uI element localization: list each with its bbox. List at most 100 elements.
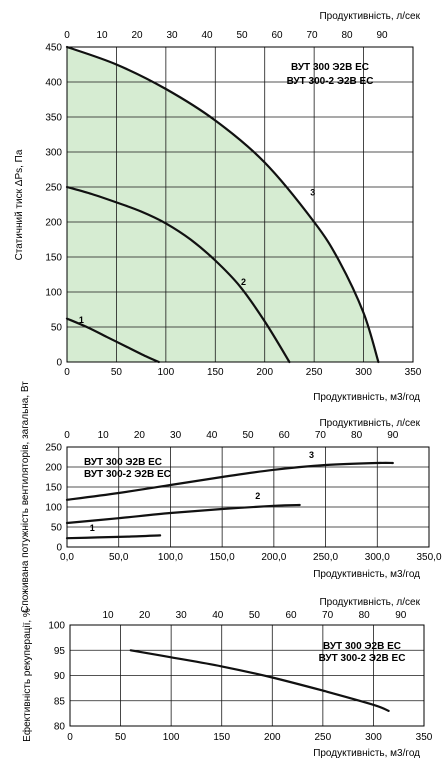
series-line — [65, 534, 162, 540]
chart3-y-ticks: 80 85 90 95 100 — [48, 621, 65, 733]
top-tick-label: 70 — [315, 430, 327, 441]
top-tick-label: 20 — [139, 610, 151, 621]
chart2-y-ticks: 0 50 100 150 200 250 — [45, 443, 62, 554]
chart3-top-ticks: 10 20 30 40 50 60 70 80 90 — [102, 610, 406, 621]
chart2-plot-frame — [66, 446, 430, 548]
chart1-series: 1 2 3 — [65, 45, 380, 364]
top-tick-label: 40 — [201, 30, 213, 41]
chart1-shaded-area — [67, 47, 379, 362]
series-line — [65, 317, 160, 364]
chart1-plot-frame — [66, 46, 414, 363]
y-tick-label: 100 — [45, 503, 62, 514]
top-tick-label: 70 — [322, 610, 334, 621]
y-tick-label: 0 — [56, 543, 62, 554]
series-line — [129, 649, 390, 712]
chart1-top-ticks: 0 10 20 30 40 50 60 70 80 90 — [64, 30, 388, 41]
chart3-top-axis-label: Продуктивність, л/сек — [319, 597, 420, 608]
chart1-x-axis-label: Продуктивність, м3/год — [313, 392, 420, 403]
x-tick-label: 250 — [315, 732, 332, 743]
top-tick-label: 90 — [395, 610, 407, 621]
y-tick-label: 95 — [54, 646, 66, 657]
x-tick-label: 150 — [207, 367, 224, 378]
x-tick-label: 150,0 — [210, 552, 235, 563]
x-tick-label: 100 — [163, 732, 180, 743]
x-tick-label: 200 — [264, 732, 281, 743]
chart2-y-axis-label: Споживана потужність вентиляторів, загал… — [20, 381, 31, 613]
top-tick-label: 10 — [98, 430, 110, 441]
top-tick-label: 60 — [285, 610, 297, 621]
top-tick-label: 10 — [96, 30, 108, 41]
chart3-model-2: ВУТ 300-2 Э2В ЕС — [319, 653, 406, 664]
top-tick-label: 60 — [271, 30, 283, 41]
series-label: 2 — [255, 491, 260, 501]
top-tick-label: 0 — [64, 430, 70, 441]
y-tick-label: 250 — [45, 183, 62, 194]
top-tick-label: 80 — [351, 430, 363, 441]
y-tick-label: 150 — [45, 483, 62, 494]
pressure-chart: Продуктивність, л/сек 0 10 20 30 40 50 60 70 80 9… — [14, 11, 422, 403]
top-tick-label: 10 — [102, 610, 114, 621]
x-tick-label: 0 — [67, 732, 73, 743]
top-tick-label: 30 — [166, 30, 178, 41]
series-label: 2 — [241, 277, 246, 287]
chart2-top-ticks: 0 10 20 30 40 50 60 70 80 90 — [64, 430, 399, 441]
top-tick-label: 80 — [341, 30, 353, 41]
x-tick-label: 0,0 — [60, 552, 74, 563]
y-tick-label: 300 — [45, 148, 62, 159]
chart2-x-ticks: 0,0 50,0 100,0 150,0 200,0 250,0 300,0 350,0 — [60, 552, 442, 563]
x-tick-label: 50,0 — [109, 552, 129, 563]
top-tick-label: 0 — [64, 30, 70, 41]
series-line — [65, 185, 291, 364]
chart1-top-axis-label: Продуктивність, л/сек — [319, 11, 420, 22]
y-tick-label: 100 — [48, 621, 65, 632]
chart3-model-1: ВУТ 300 Э2В ЕС — [323, 641, 401, 652]
chart2-series: 1 2 3 — [65, 450, 394, 540]
chart1-y-ticks: 0 50 100 150 200 250 300 350 400 450 — [45, 43, 62, 369]
y-tick-label: 450 — [45, 43, 62, 54]
chart1-y-axis-label: Статичний тиск ΔPs, Па — [14, 149, 25, 260]
y-tick-label: 50 — [51, 523, 63, 534]
top-tick-label: 50 — [236, 30, 248, 41]
x-tick-label: 200 — [256, 367, 273, 378]
top-tick-label: 30 — [170, 430, 182, 441]
series-label: 3 — [309, 450, 314, 460]
x-tick-label: 250,0 — [313, 552, 338, 563]
series-label: 3 — [310, 187, 315, 197]
top-tick-label: 20 — [131, 30, 143, 41]
top-tick-label: 90 — [376, 30, 388, 41]
top-tick-label: 50 — [242, 430, 254, 441]
chart1-model-2: ВУТ 300-2 Э2В ЕС — [287, 76, 374, 87]
top-tick-label: 90 — [387, 430, 399, 441]
x-tick-label: 50 — [111, 367, 123, 378]
series-label: 1 — [90, 523, 95, 533]
chart3-x-ticks: 0 50 100 150 200 250 300 350 — [67, 732, 433, 743]
chart2-model-2: ВУТ 300-2 Э2В ЕС — [84, 469, 171, 480]
power-chart: Продуктивність, л/сек 0 10 20 30 40 50 60 70 80 9… — [20, 381, 442, 613]
chart2-x-axis-label: Продуктивність, м3/год — [313, 569, 420, 580]
y-tick-label: 200 — [45, 218, 62, 229]
x-tick-label: 300 — [355, 367, 372, 378]
y-tick-label: 85 — [54, 696, 66, 707]
x-tick-label: 50 — [115, 732, 127, 743]
series-line — [65, 461, 394, 501]
y-tick-label: 0 — [56, 358, 62, 369]
series-line — [65, 503, 301, 525]
x-tick-label: 150 — [213, 732, 230, 743]
x-tick-label: 0 — [64, 367, 70, 378]
y-tick-label: 400 — [45, 78, 62, 89]
top-tick-label: 40 — [212, 610, 224, 621]
y-tick-label: 250 — [45, 443, 62, 454]
x-tick-label: 100,0 — [158, 552, 183, 563]
x-tick-label: 200,0 — [261, 552, 286, 563]
y-tick-label: 100 — [45, 288, 62, 299]
chart3-x-axis-label: Продуктивність, м3/год — [313, 748, 420, 759]
series-label: 1 — [79, 315, 84, 325]
x-tick-label: 300 — [365, 732, 382, 743]
y-tick-label: 150 — [45, 253, 62, 264]
top-tick-label: 50 — [249, 610, 261, 621]
y-tick-label: 90 — [54, 671, 66, 682]
x-tick-label: 300,0 — [365, 552, 390, 563]
chart3-series — [129, 649, 390, 712]
x-tick-label: 350 — [416, 732, 433, 743]
